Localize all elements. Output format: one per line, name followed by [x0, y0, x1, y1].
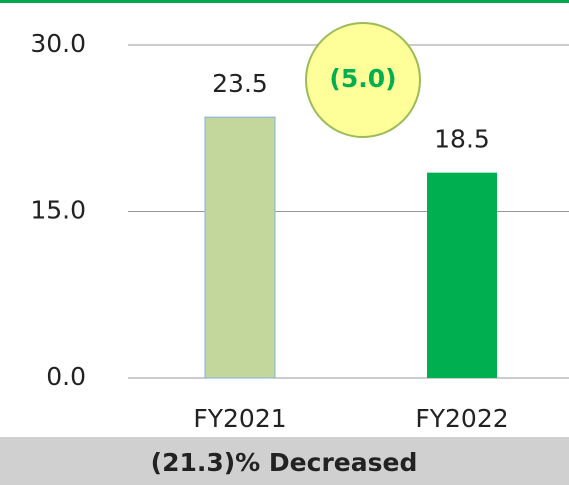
footer-band	[0, 437, 569, 485]
footer-text: (21.3)% Decreased	[151, 448, 418, 477]
y-tick-label: 15.0	[30, 196, 86, 225]
y-tick-label: 0.0	[46, 362, 86, 391]
x-tick-label: FY2022	[415, 404, 508, 433]
x-tick-label: FY2021	[193, 404, 286, 433]
value-label: 23.5	[212, 69, 268, 98]
value-label: 18.5	[434, 125, 490, 154]
annotation-text: (5.0)	[329, 64, 396, 93]
y-tick-label: 30.0	[30, 29, 86, 58]
bar	[427, 172, 497, 378]
bar	[204, 116, 276, 379]
annotation-circle	[305, 22, 421, 138]
